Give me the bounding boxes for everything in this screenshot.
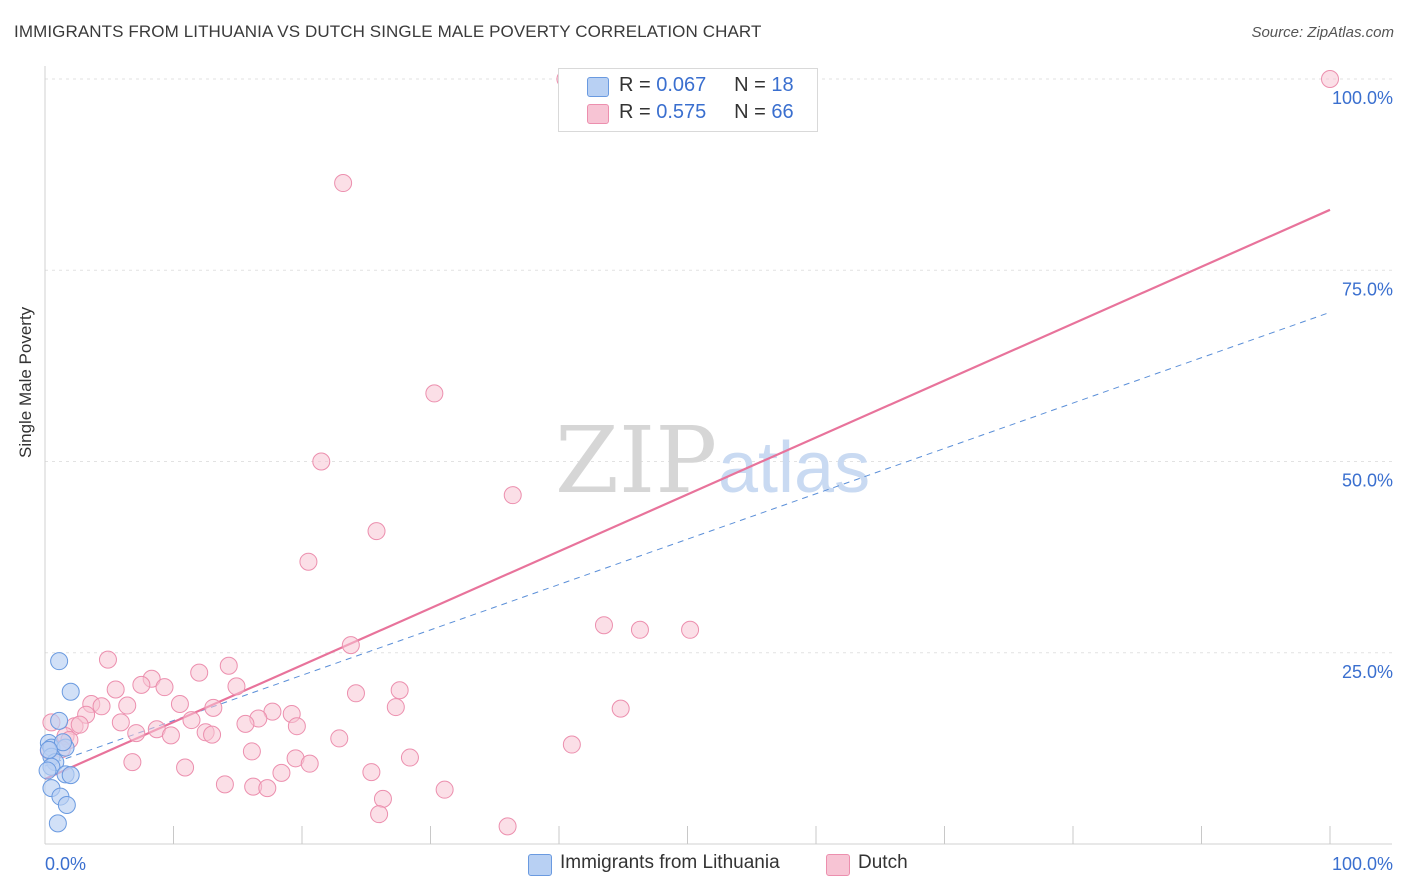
point-dutch [386,698,405,717]
point-dutch [362,763,381,782]
legend-r-value: 0.067 [656,74,707,96]
y-tick-label: 25.0% [1342,662,1393,682]
axes [44,66,1392,845]
source-credit: Source: ZipAtlas.com [1251,24,1394,41]
point-dutch [367,522,386,541]
point-dutch [334,174,353,193]
point-dutch [203,725,222,744]
point-dutch [594,616,613,635]
point-dutch [503,486,522,505]
point-dutch [176,758,195,777]
point-dutch [425,384,444,403]
legend-n-label: N = [734,101,766,123]
point-dutch [204,698,223,717]
point-dutch [341,636,360,655]
point-dutch [123,753,142,772]
point-dutch [106,680,125,699]
legend-swatch-lithuania [587,77,609,97]
point-dutch [170,695,189,714]
point-dutch [92,697,111,716]
point-dutch [118,696,137,715]
grid-lines [45,78,1392,654]
y-tick-label: 75.0% [1342,279,1393,299]
legend-n-label: N = [734,74,766,96]
point-dutch [287,717,306,736]
point-dutch [155,678,174,697]
point-dutch [498,817,517,836]
series-label-dutch: Dutch [858,852,908,873]
point-dutch [1321,70,1339,88]
point-lithuania [38,761,57,780]
point-lithuania [61,766,80,785]
trend-line-dutch [44,208,1331,780]
tick-labels: 25.0% 50.0% 75.0% 100.0% 0.0% 100.0% [45,88,1393,874]
point-dutch [215,775,234,794]
point-dutch [182,711,201,730]
legend-n-value: 18 [771,74,794,96]
series-swatch-dutch [826,854,850,876]
stats-legend: R = 0.067 N = 18 R = 0.575 N = 66 [558,68,818,132]
point-dutch [236,714,255,733]
point-dutch [242,742,261,761]
legend-r-label: R = [619,74,651,96]
point-lithuania [53,733,72,752]
point-dutch [70,715,89,734]
point-dutch [681,620,700,639]
x-tick-label: 0.0% [45,854,86,874]
point-dutch [190,663,209,682]
point-lithuania [39,740,58,759]
legend-r-value: 0.575 [656,101,707,123]
point-dutch [390,681,409,700]
point-dutch [132,675,151,694]
data-points [38,70,1339,836]
y-tick-label: 100.0% [1332,88,1393,108]
legend-n-value: 66 [771,101,794,123]
point-dutch [227,677,246,696]
watermark: ZIP atlas [555,407,870,514]
legend-r-label: R = [619,101,651,123]
series-label-lithuania: Immigrants from Lithuania [560,852,780,873]
legend-swatch-dutch [587,104,609,124]
point-dutch [300,754,319,773]
point-dutch [272,763,291,782]
point-lithuania [61,682,80,701]
point-dutch [611,699,630,718]
point-dutch [373,789,392,808]
watermark-atlas: atlas [718,428,870,508]
point-dutch [111,713,130,732]
point-lithuania [50,711,69,730]
series-swatch-lithuania [528,854,552,876]
point-dutch [370,805,389,824]
point-dutch [258,779,277,798]
y-tick-label: 50.0% [1342,471,1393,491]
y-axis-label: Single Male Poverty [16,306,35,458]
point-dutch [127,724,146,743]
point-dutch [435,780,454,799]
point-dutch [219,656,238,675]
point-dutch [161,726,180,745]
point-lithuania [48,814,67,833]
trend-lines [44,208,1331,780]
point-dutch [400,748,419,767]
point-dutch [98,650,117,669]
point-dutch [562,735,581,754]
point-dutch [330,729,349,748]
x-tick-label: 100.0% [1332,854,1393,874]
point-dutch [346,684,365,703]
point-dutch [630,620,649,639]
point-dutch [299,552,318,571]
chart-title: IMMIGRANTS FROM LITHUANIA VS DUTCH SINGL… [14,22,762,41]
trend-line-lithuania [44,311,1331,767]
point-dutch [312,452,331,471]
point-lithuania [57,795,76,814]
point-lithuania [50,652,69,671]
watermark-zip: ZIP [555,407,717,514]
